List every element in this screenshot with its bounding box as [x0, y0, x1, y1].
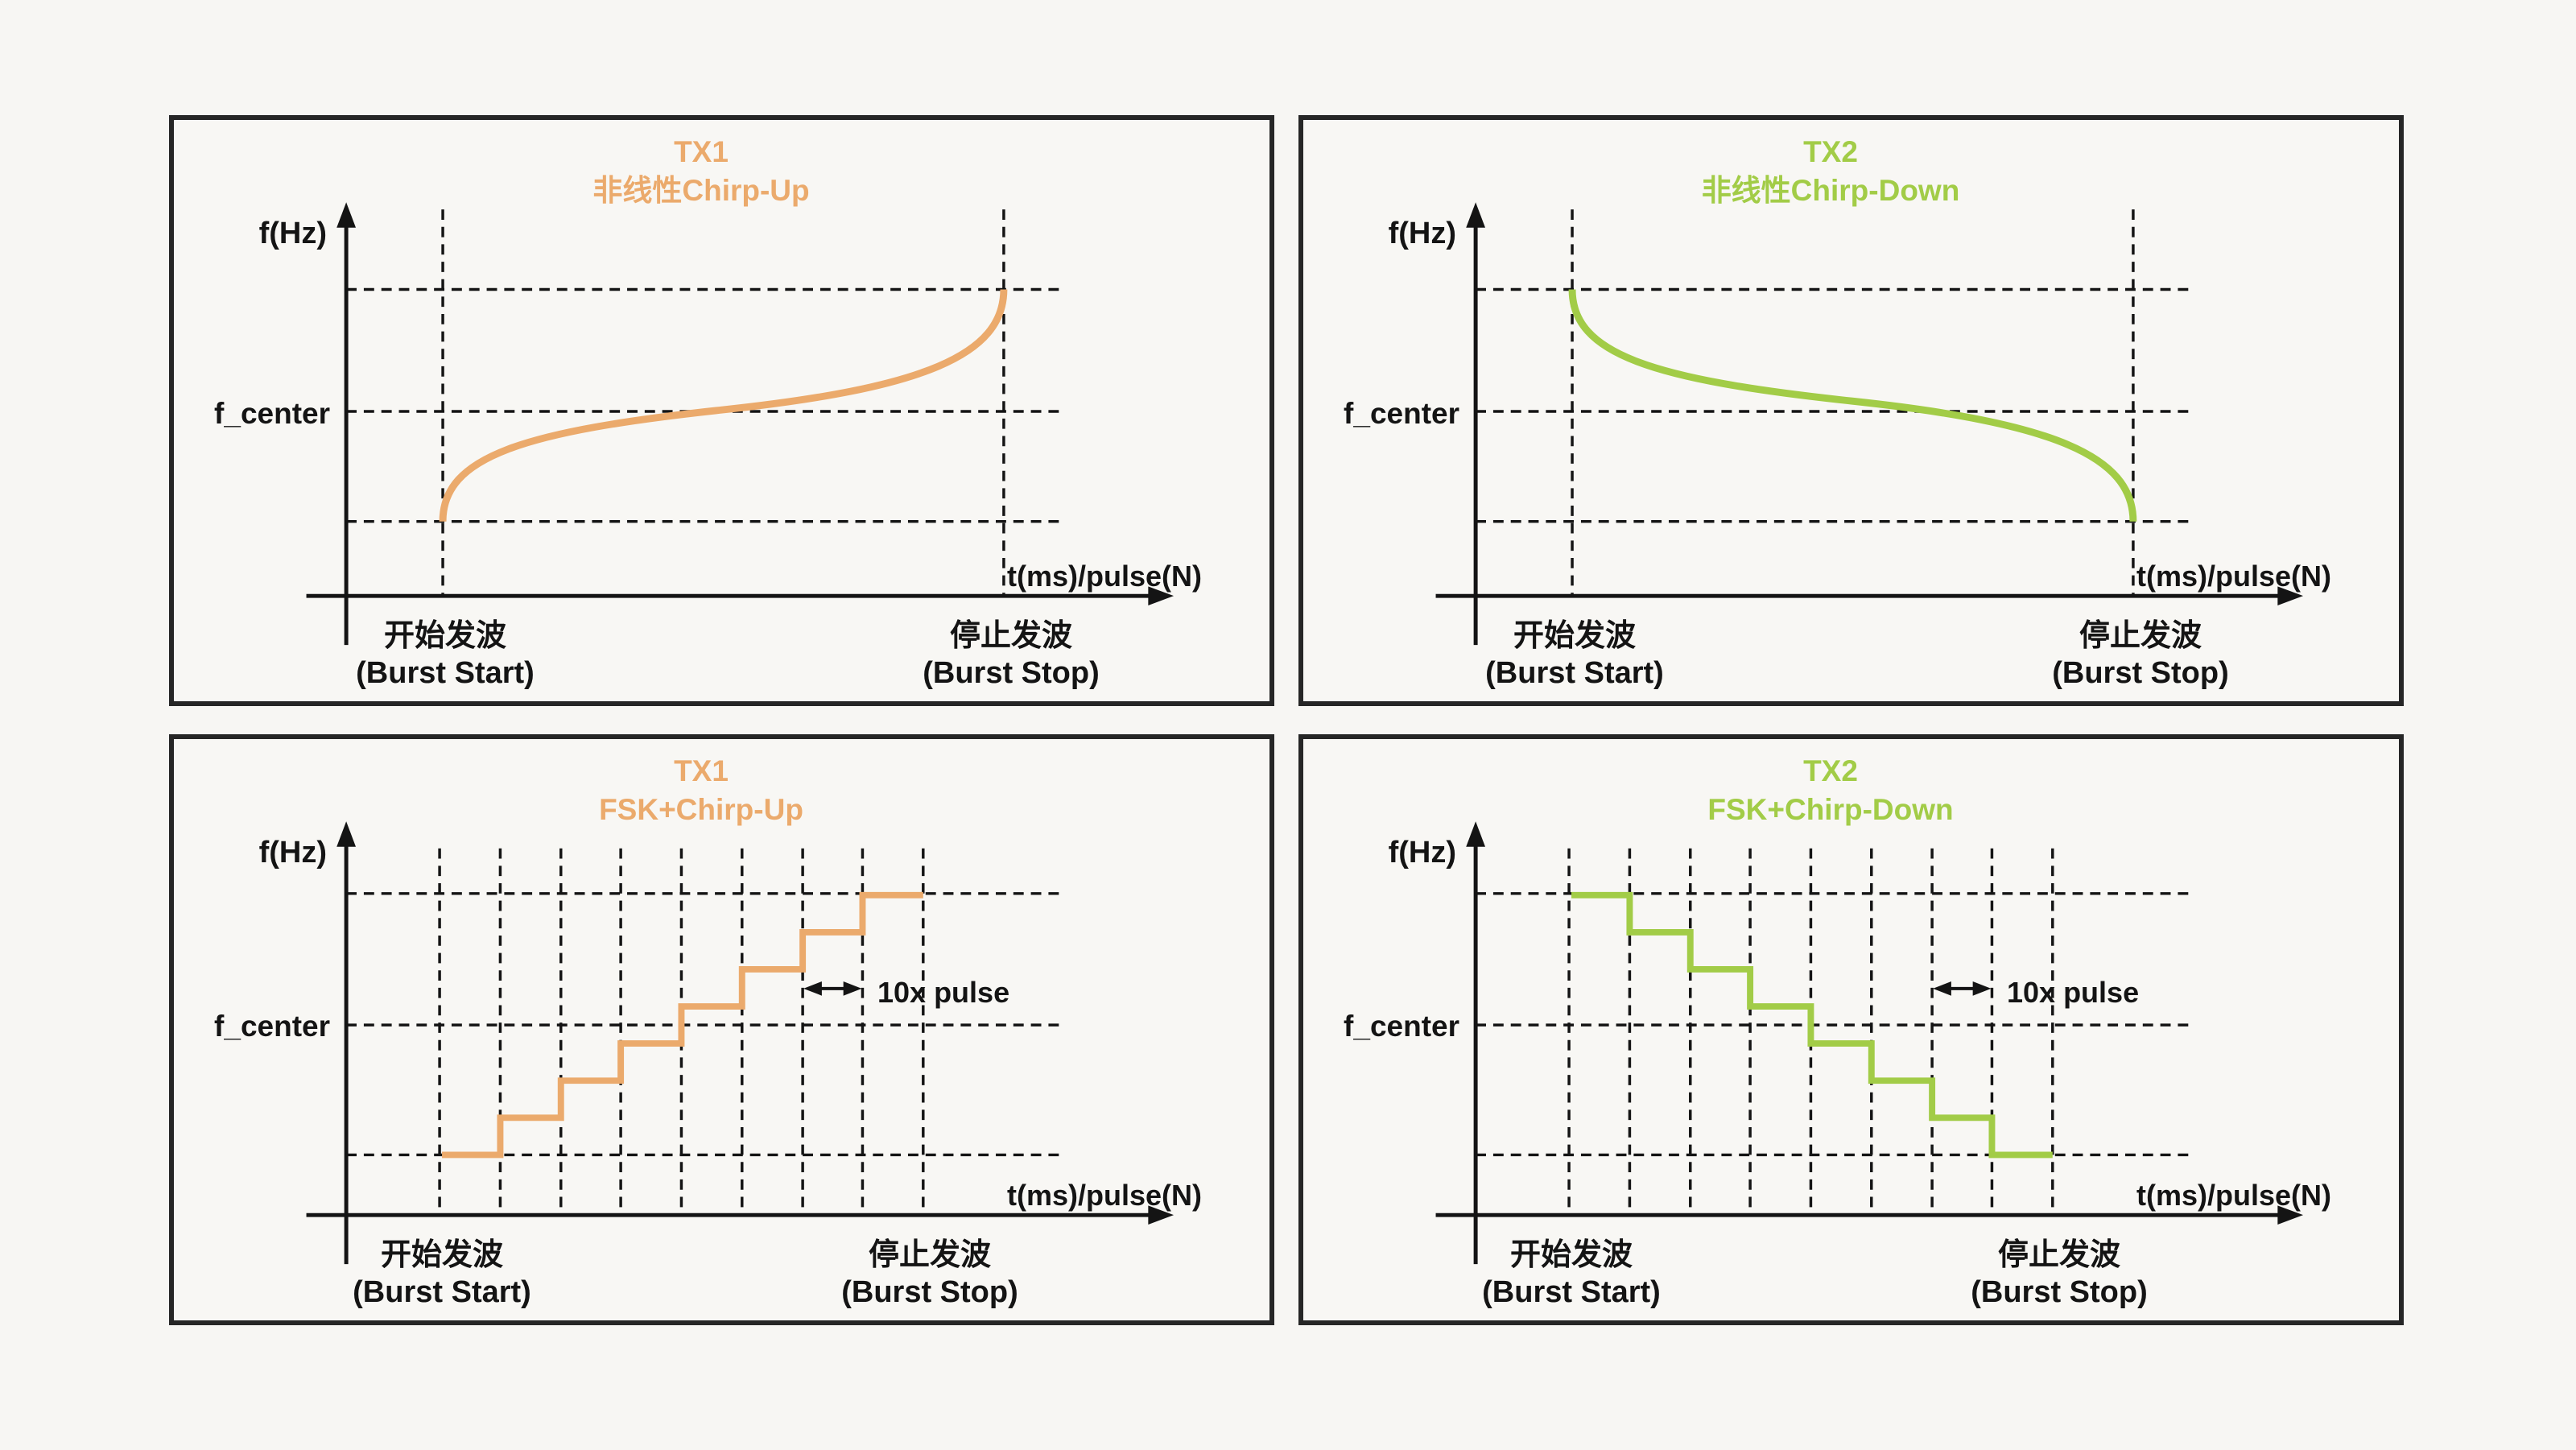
burst-stop-label: 停止发波 (Burst Stop) [842, 618, 1180, 692]
x-axis-arrowhead [1148, 586, 1174, 605]
burst-stop-en: (Burst Stop) [923, 656, 1100, 690]
waveform-fsk-chirp-down [1571, 891, 2053, 1159]
y-axis-arrowhead [336, 202, 357, 228]
burst-start-zh: 开始发波 [1513, 619, 1636, 653]
waveform-plot [306, 821, 1174, 1265]
burst-stop-en: (Burst Stop) [841, 1275, 1018, 1309]
f-center-label: f_center [214, 1010, 330, 1043]
pulse-width-annotation: 10x pulse [2007, 976, 2140, 1009]
pulse-width-annotation: 10x pulse [877, 976, 1010, 1009]
panel-title-line1: TX1 [674, 754, 729, 787]
y-axis-arrowhead [336, 821, 357, 847]
panel-title: TX1 FSK+Chirp-Up [460, 752, 943, 829]
pulse-width-arrowhead-right [1972, 981, 1992, 996]
panel-title-line1: TX2 [1803, 754, 1858, 787]
burst-start-zh: 开始发波 [380, 1238, 503, 1272]
waveform-fsk-chirp-up [442, 891, 923, 1159]
x-axis-label: t(ms)/pulse(N) [1007, 1179, 1202, 1212]
burst-stop-zh: 停止发波 [868, 1238, 991, 1272]
y-axis-label: f(Hz) [1388, 836, 1456, 870]
x-axis-arrowhead [2277, 1205, 2304, 1225]
panel-tx1-fsk-chirp-up: TX1 FSK+Chirp-Up f(Hz) f_center t(ms)/pu… [169, 734, 1274, 1325]
burst-start-en: (Burst Start) [1485, 656, 1664, 690]
waveform-plot [1435, 821, 2304, 1265]
burst-stop-zh: 停止发波 [949, 619, 1072, 653]
panel-title-line1: TX2 [1803, 135, 1858, 168]
panel-tx2-fsk-chirp-down: TX2 FSK+Chirp-Down f(Hz) f_center t(ms)/… [1298, 734, 2404, 1325]
panel-title: TX1 非线性Chirp-Up [460, 133, 943, 210]
f-center-label: f_center [1344, 397, 1459, 430]
burst-start-zh: 开始发波 [1509, 1238, 1633, 1272]
y-axis-label: f(Hz) [1388, 217, 1456, 250]
burst-start-label: 开始发波 (Burst Start) [1402, 1237, 1740, 1311]
waveform-plot [1435, 202, 2304, 646]
burst-stop-zh: 停止发波 [2079, 619, 2202, 653]
f-center-label: f_center [214, 397, 330, 430]
panel-title: TX2 非线性Chirp-Down [1589, 133, 2072, 210]
waveform-nonlinear-chirp-down [1568, 289, 2137, 522]
x-axis-arrowhead [2277, 586, 2304, 605]
y-axis-label: f(Hz) [258, 836, 327, 870]
burst-start-en: (Burst Start) [1482, 1275, 1661, 1309]
burst-start-label: 开始发波 (Burst Start) [276, 618, 614, 692]
pulse-width-arrowhead-left [1933, 981, 1951, 996]
x-axis-label: t(ms)/pulse(N) [1007, 560, 1202, 593]
panel-title-line1: TX1 [674, 135, 729, 168]
y-axis-arrowhead [1466, 202, 1486, 228]
burst-stop-label: 停止发波 (Burst Stop) [1971, 618, 2310, 692]
x-axis-label: t(ms)/pulse(N) [2136, 560, 2331, 593]
burst-stop-en: (Burst Stop) [1971, 1275, 2148, 1309]
panel-title-line2: FSK+Chirp-Down [1707, 793, 1954, 826]
burst-stop-en: (Burst Stop) [2052, 656, 2229, 690]
burst-start-label: 开始发波 (Burst Start) [273, 1237, 611, 1311]
burst-start-en: (Burst Start) [353, 1275, 531, 1309]
waveform-nonlinear-chirp-up [439, 289, 1008, 522]
burst-stop-zh: 停止发波 [1997, 1238, 2120, 1272]
panel-tx2-nonlinear-chirp-down: TX2 非线性Chirp-Down f(Hz) f_center t(ms)/p… [1298, 115, 2404, 706]
burst-start-label: 开始发波 (Burst Start) [1406, 618, 1744, 692]
panel-title-line2: FSK+Chirp-Up [599, 793, 803, 826]
burst-stop-label: 停止发波 (Burst Stop) [761, 1237, 1099, 1311]
x-axis-label: t(ms)/pulse(N) [2136, 1179, 2331, 1212]
x-axis-arrowhead [1148, 1205, 1174, 1225]
panel-tx1-nonlinear-chirp-up: TX1 非线性Chirp-Up f(Hz) f_center t(ms)/pul… [169, 115, 1274, 706]
y-axis-label: f(Hz) [258, 217, 327, 250]
waveform-plot [306, 202, 1174, 646]
burst-start-zh: 开始发波 [383, 619, 506, 653]
panel-title-line2: 非线性Chirp-Up [592, 174, 810, 207]
pulse-width-arrowhead-right [843, 981, 862, 996]
f-center-label: f_center [1344, 1010, 1459, 1043]
burst-start-en: (Burst Start) [356, 656, 535, 690]
panel-title-line2: 非线性Chirp-Down [1701, 174, 1960, 207]
panel-title: TX2 FSK+Chirp-Down [1589, 752, 2072, 829]
burst-stop-label: 停止发波 (Burst Stop) [1890, 1237, 2228, 1311]
y-axis-arrowhead [1466, 821, 1486, 847]
pulse-width-arrowhead-left [803, 981, 822, 996]
